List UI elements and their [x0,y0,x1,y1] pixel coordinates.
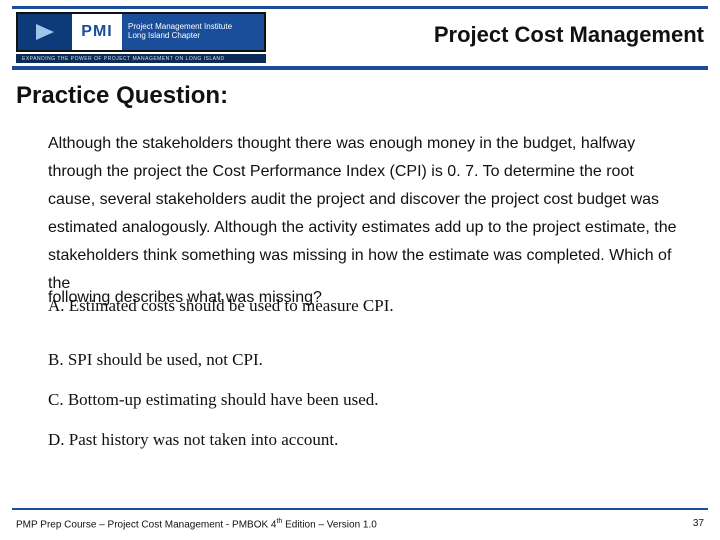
header-rule-bottom [12,66,708,70]
page-number: 37 [693,518,704,530]
choice-d: D. Past history was not taken into accou… [48,430,680,450]
header: PMI Project Management Institute Long Is… [0,0,720,64]
logo-institute-text: Project Management Institute Long Island… [122,14,264,50]
slide: PMI Project Management Institute Long Is… [0,0,720,540]
pmi-logo: PMI Project Management Institute Long Is… [16,12,266,52]
footer-text-pre: PMP Prep Course – Project Cost Managemen… [16,519,276,530]
footer-rule [12,508,708,510]
triangle-icon [36,24,54,40]
footer-text-post: Edition – Version 1.0 [282,519,377,530]
choice-b: B. SPI should be used, not CPI. [48,350,680,370]
choice-c: C. Bottom-up estimating should have been… [48,390,680,410]
logo-pmi-text: PMI [72,14,122,50]
page-title: Project Cost Management [434,22,704,48]
choice-list: B. SPI should be used, not CPI. C. Botto… [48,330,680,450]
logo-tagline: EXPANDING THE POWER OF PROJECT MANAGEMEN… [16,54,266,63]
footer: PMP Prep Course – Project Cost Managemen… [16,518,704,530]
logo-line2: Long Island Chapter [128,32,264,41]
footer-text: PMP Prep Course – Project Cost Managemen… [16,518,377,530]
header-rule-top [12,6,708,9]
section-heading: Practice Question: [16,82,228,110]
logo-mark [18,14,72,50]
question-stem: Although the stakeholders thought there … [48,130,680,298]
choice-a: A. Estimated costs should be used to mea… [48,296,394,316]
